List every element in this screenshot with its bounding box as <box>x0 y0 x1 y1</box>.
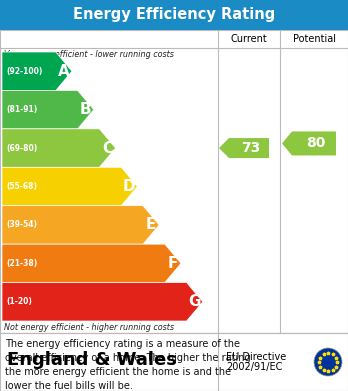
Text: (55-68): (55-68) <box>6 182 37 191</box>
Text: EU Directive: EU Directive <box>226 352 286 362</box>
Text: England & Wales: England & Wales <box>7 351 177 369</box>
Text: The energy efficiency rating is a measure of the
overall efficiency of a home. T: The energy efficiency rating is a measur… <box>5 339 251 391</box>
Polygon shape <box>282 131 336 156</box>
Bar <box>0 333 348 391</box>
Polygon shape <box>2 167 137 206</box>
Text: E: E <box>146 217 156 232</box>
Text: F: F <box>168 256 178 271</box>
Bar <box>0 0 348 30</box>
Text: Potential: Potential <box>293 34 335 44</box>
Polygon shape <box>2 283 203 321</box>
Polygon shape <box>2 206 159 244</box>
Text: (92-100): (92-100) <box>6 67 42 76</box>
Text: 2002/91/EC: 2002/91/EC <box>226 362 282 372</box>
Text: (69-80): (69-80) <box>6 143 37 152</box>
Text: 73: 73 <box>242 141 261 155</box>
Text: G: G <box>188 294 201 309</box>
Text: Energy Efficiency Rating: Energy Efficiency Rating <box>73 7 275 23</box>
Polygon shape <box>2 90 94 129</box>
Text: 80: 80 <box>306 136 326 151</box>
Text: Very energy efficient - lower running costs: Very energy efficient - lower running co… <box>4 50 174 59</box>
Circle shape <box>314 348 342 376</box>
Text: (81-91): (81-91) <box>6 105 37 114</box>
Polygon shape <box>2 244 181 283</box>
Text: Not energy efficient - higher running costs: Not energy efficient - higher running co… <box>4 323 174 332</box>
Text: (39-54): (39-54) <box>6 221 37 230</box>
Polygon shape <box>2 129 116 167</box>
Polygon shape <box>219 138 269 158</box>
Text: D: D <box>123 179 136 194</box>
Text: Current: Current <box>231 34 267 44</box>
Text: C: C <box>102 141 113 156</box>
Text: (21-38): (21-38) <box>6 259 37 268</box>
Text: B: B <box>80 102 92 117</box>
Text: (1-20): (1-20) <box>6 297 32 306</box>
Polygon shape <box>2 52 72 90</box>
Bar <box>0 30 348 333</box>
Text: A: A <box>58 64 70 79</box>
